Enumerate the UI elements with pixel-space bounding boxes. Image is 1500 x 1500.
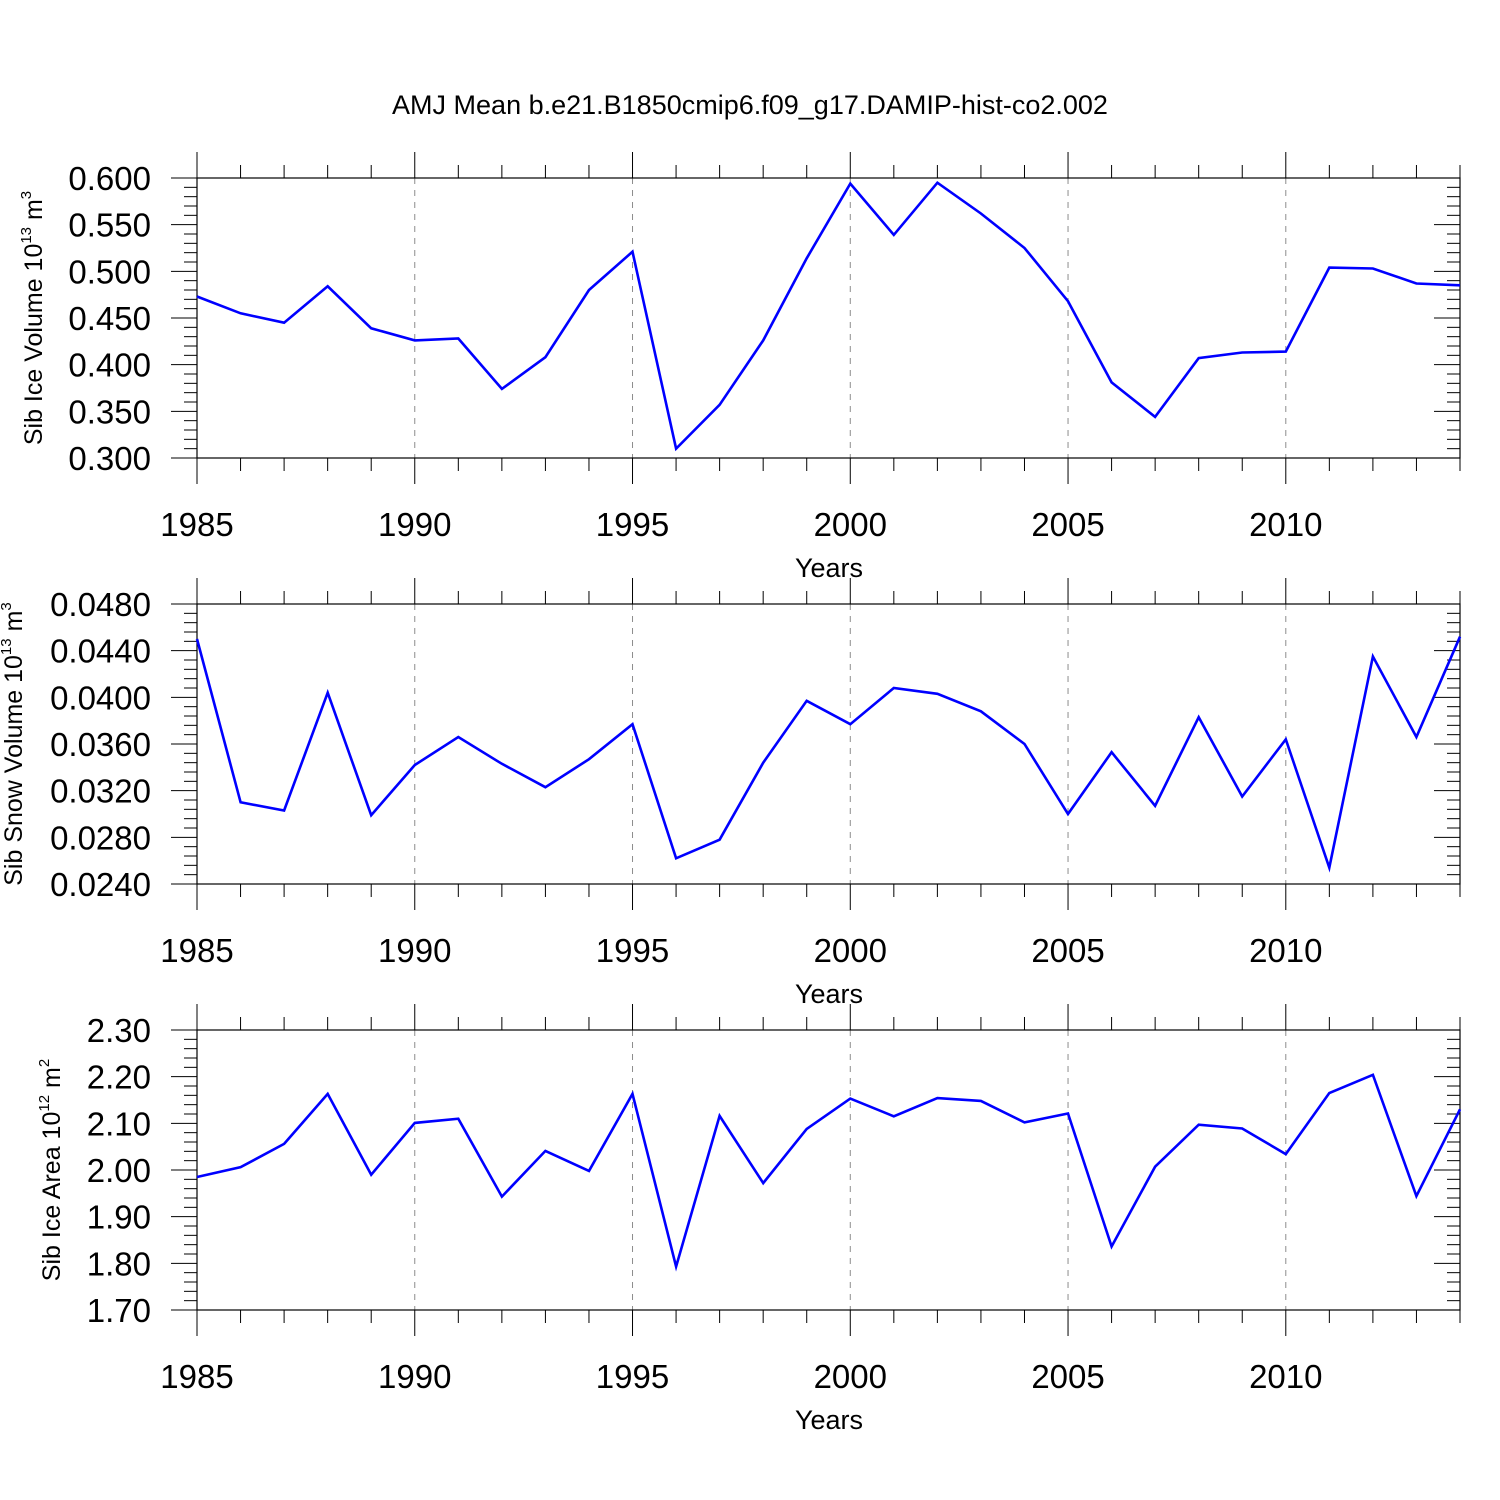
plot-frame: [196, 603, 1461, 885]
y-tick-label: 0.0400: [50, 679, 151, 716]
y-tick-label: 0.500: [68, 253, 151, 290]
chart-panel-1: 0.300 0.350 0.400 0.450 0.500 0.550 0.600 1985 1…: [18, 152, 1461, 583]
y-tick-label: 0.300: [68, 440, 151, 477]
series-line: [195, 636, 1462, 873]
y-tick-label: 0.400: [68, 347, 151, 384]
y-tick-label: 0.0440: [50, 633, 151, 670]
y-tick-label: 0.600: [68, 160, 151, 197]
x-tick-label: 1985: [160, 506, 233, 543]
x-tick-label: 1990: [378, 506, 451, 543]
x-axis-title: Years: [795, 553, 863, 583]
x-tick-label: 2005: [1031, 932, 1104, 969]
x-tick-label: 1990: [378, 1358, 451, 1395]
x-tick-label: 2010: [1249, 932, 1322, 969]
y-tick-label: 0.0480: [50, 586, 151, 623]
x-tick-label: 1995: [596, 932, 669, 969]
chart-panel-2: 0.0240 0.0280 0.0320 0.0360 0.0400 0.0440 0.04…: [0, 578, 1462, 1009]
chart-panel-3: 1.70 1.80 1.90 2.00 2.10 2.20 2.30 1985 1990 1995…: [36, 1004, 1462, 1435]
y-tick-label: 0.0240: [50, 866, 151, 903]
x-tick-label: 1995: [596, 1358, 669, 1395]
x-tick-label: 2010: [1249, 506, 1322, 543]
y-tick-label: 2.00: [87, 1152, 151, 1189]
y-axis-title: Sib Snow Volume 1013 m3: [0, 602, 28, 886]
y-axis-title: Sib Ice Volume 1013 m3: [18, 191, 48, 445]
x-tick-label: 1985: [160, 1358, 233, 1395]
y-tick-label: 0.0320: [50, 773, 151, 810]
plot-frame: [196, 177, 1461, 459]
y-tick-label: 0.0360: [50, 726, 151, 763]
y-tick-label: 1.70: [87, 1292, 151, 1329]
x-axis-title: Years: [795, 979, 863, 1009]
x-tick-label: 1985: [160, 932, 233, 969]
chart-title: AMJ Mean b.e21.B1850cmip6.f09_g17.DAMIP-…: [392, 90, 1108, 120]
x-tick-label: 2000: [814, 1358, 887, 1395]
x-tick-label: 2005: [1031, 1358, 1104, 1395]
x-tick-label: 2000: [814, 506, 887, 543]
x-axis-title: Years: [795, 1405, 863, 1435]
y-tick-label: 0.550: [68, 207, 151, 244]
plot-frame: [196, 1029, 1461, 1311]
y-tick-label: 0.0280: [50, 819, 151, 856]
x-tick-label: 2000: [814, 932, 887, 969]
y-tick-label: 1.90: [87, 1199, 151, 1236]
y-tick-label: 2.20: [87, 1059, 151, 1096]
x-tick-label: 1995: [596, 506, 669, 543]
y-tick-label: 0.450: [68, 300, 151, 337]
x-tick-label: 2005: [1031, 506, 1104, 543]
series-line: [196, 1073, 1462, 1272]
y-tick-label: 2.30: [87, 1012, 151, 1049]
y-tick-label: 1.80: [87, 1245, 151, 1282]
y-axis-title: Sib Ice Area 1012 m2: [36, 1059, 66, 1281]
series-line: [196, 180, 1461, 452]
x-tick-label: 1990: [378, 932, 451, 969]
y-tick-label: 2.10: [87, 1105, 151, 1142]
y-tick-label: 0.350: [68, 393, 151, 430]
x-tick-label: 2010: [1249, 1358, 1322, 1395]
